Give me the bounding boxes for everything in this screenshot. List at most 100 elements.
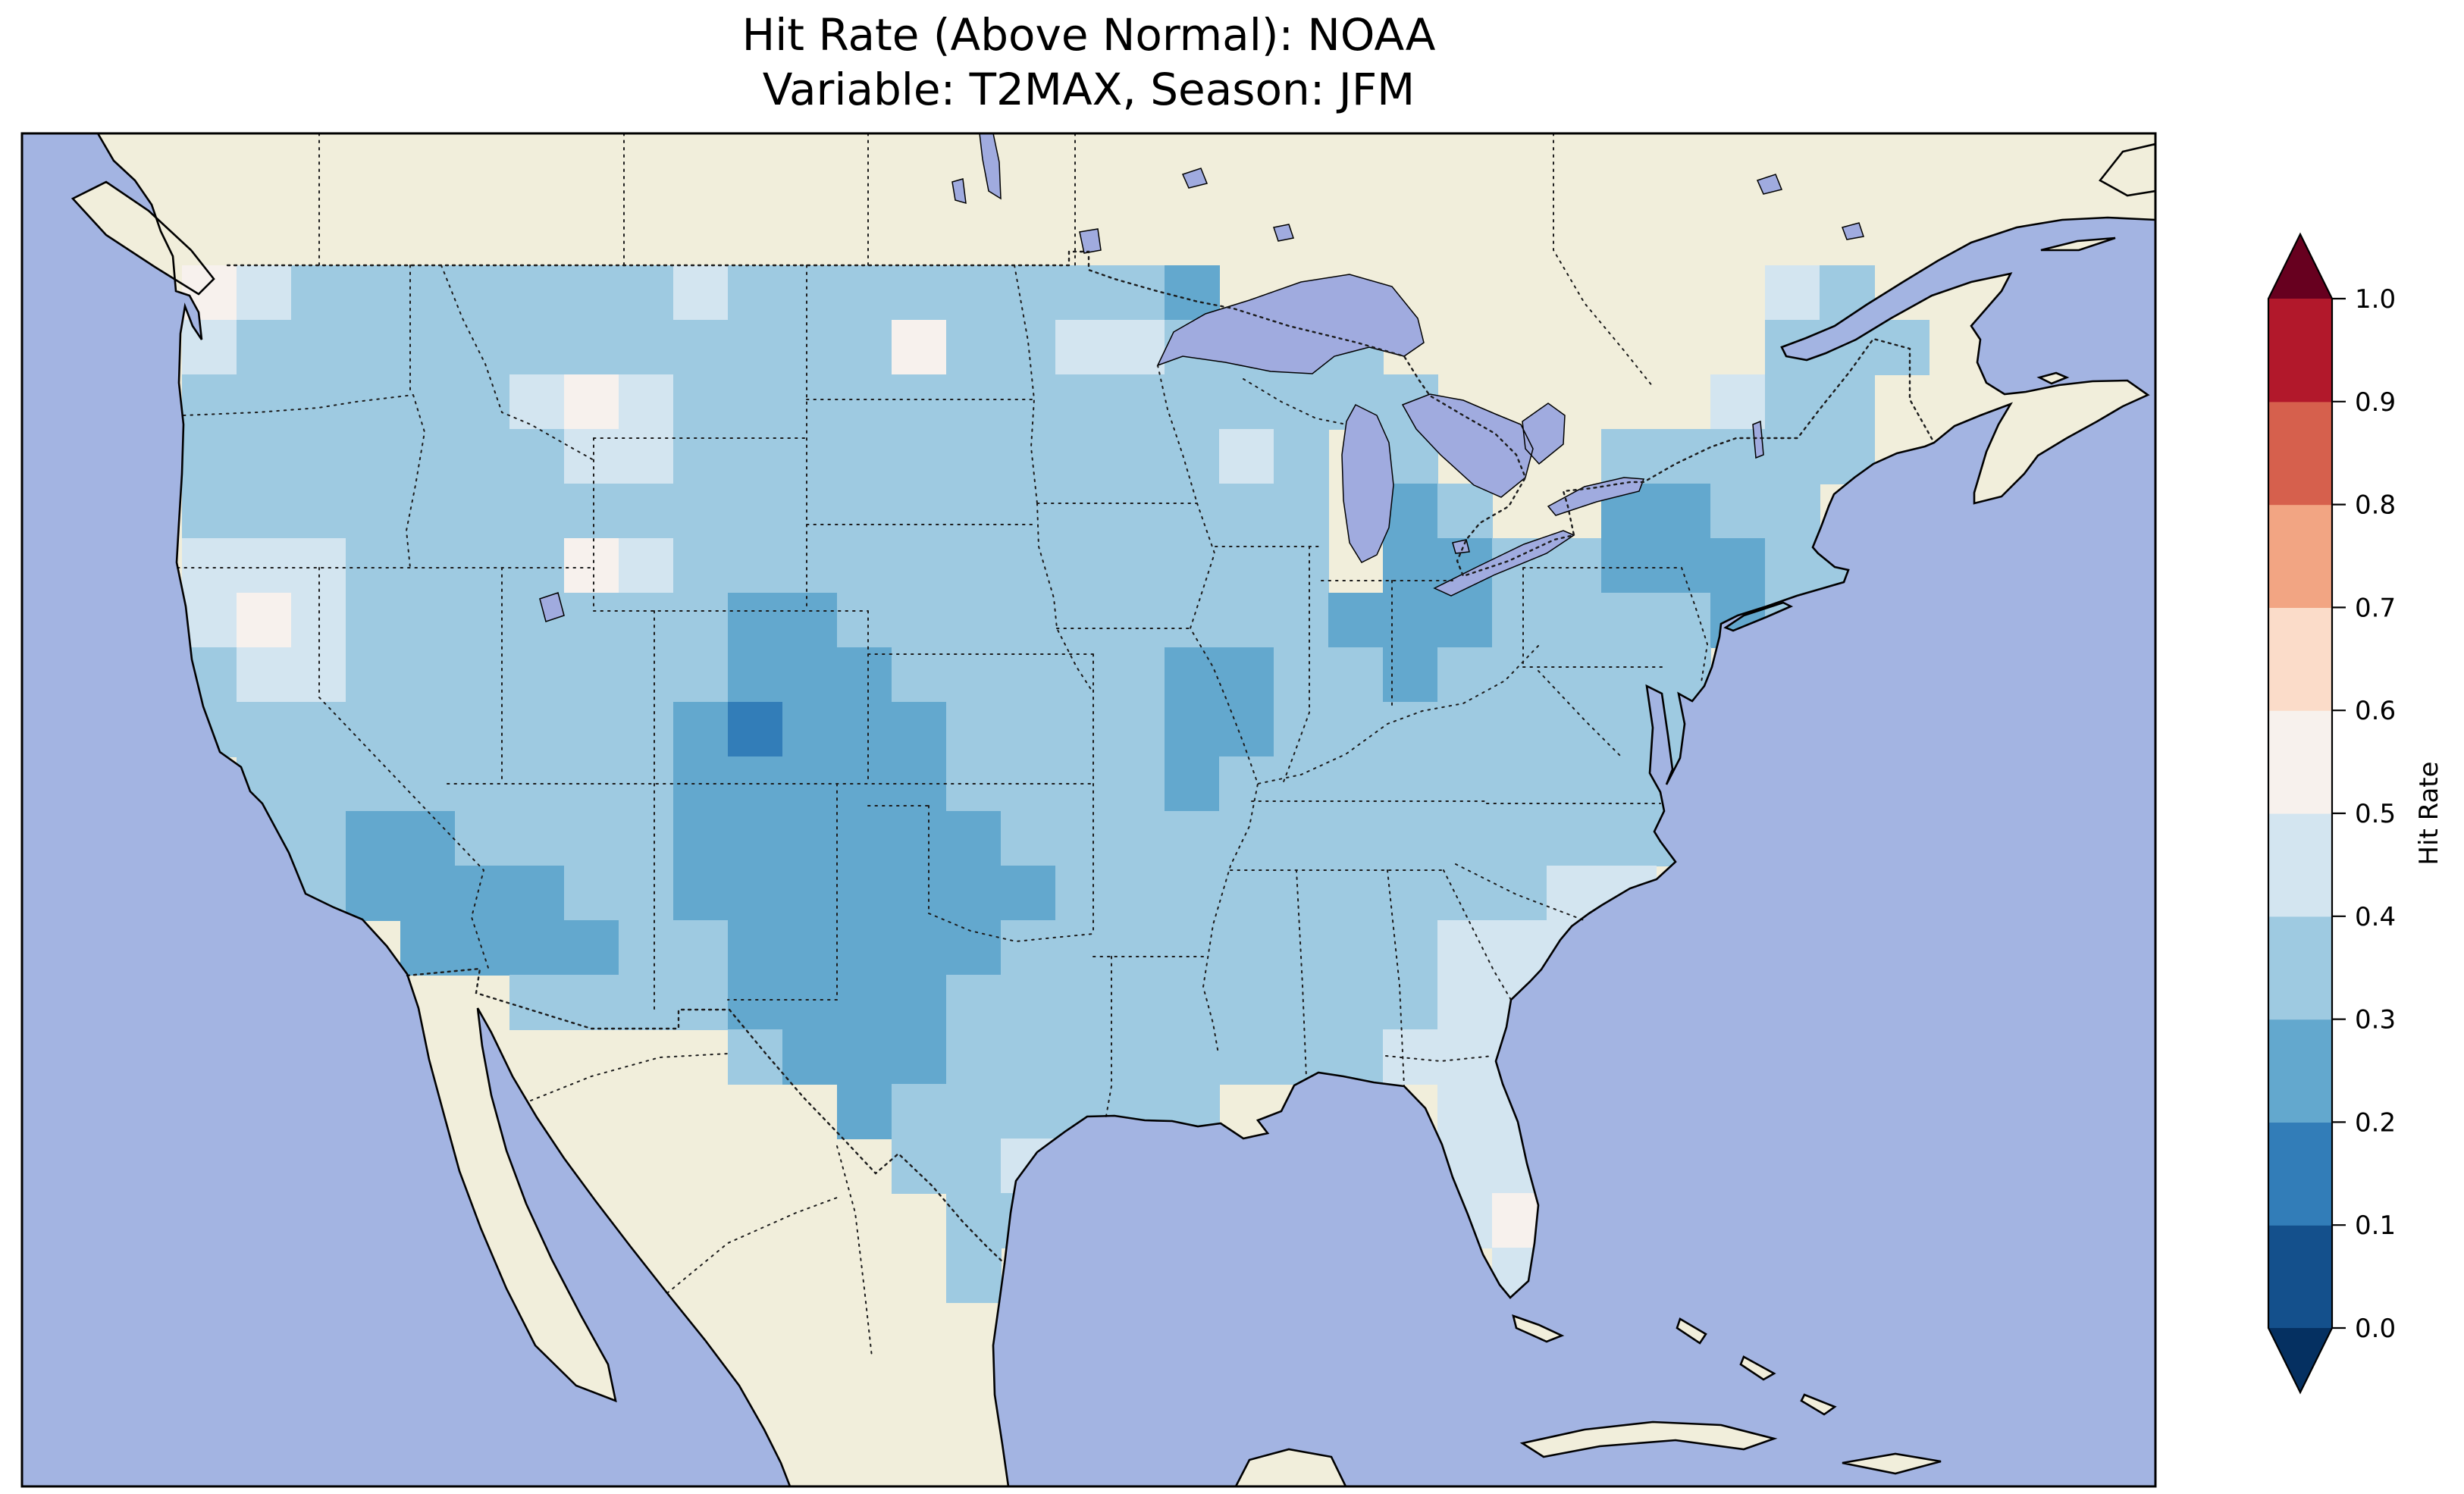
- colorbar-segment: [2268, 916, 2332, 1020]
- colorbar-tick-label: 0.9: [2355, 387, 2396, 418]
- hit-rate-cell: [1547, 811, 1602, 866]
- hit-rate-cell: [1601, 593, 1657, 648]
- hit-rate-cell: [564, 866, 619, 921]
- hit-rate-cell: [782, 702, 838, 757]
- hit-rate-cell: [673, 320, 729, 375]
- hit-rate-cell: [1219, 374, 1274, 430]
- hit-rate-cell: [1274, 702, 1329, 757]
- hit-rate-cell: [455, 647, 510, 703]
- hit-rate-cell: [1656, 593, 1711, 648]
- hit-rate-cell: [182, 538, 237, 594]
- hit-rate-cell: [400, 374, 456, 430]
- colorbar-extend-under: [2268, 1328, 2332, 1392]
- hit-rate-cell: [946, 866, 1002, 921]
- hit-rate-cell: [946, 702, 1002, 757]
- hit-rate-cell: [728, 975, 783, 1030]
- hit-rate-cell: [837, 265, 892, 321]
- hit-rate-cell: [619, 593, 674, 648]
- hit-rate-cell: [509, 647, 565, 703]
- hit-rate-cell: [346, 538, 401, 594]
- hit-rate-cell: [1437, 702, 1493, 757]
- colorbar-segment: [2268, 299, 2332, 402]
- hit-rate-cell: [1055, 429, 1111, 484]
- hit-rate-cell: [400, 429, 456, 484]
- hit-rate-cell: [455, 920, 510, 976]
- hit-rate-cell: [237, 320, 292, 375]
- hit-rate-cell: [673, 374, 729, 430]
- hit-rate-cell: [837, 920, 892, 976]
- hit-rate-cell: [1001, 811, 1056, 866]
- hit-rate-cell: [782, 647, 838, 703]
- hit-rate-cell: [892, 1084, 947, 1139]
- hit-rate-cell: [1001, 538, 1056, 594]
- hit-rate-cell: [237, 265, 292, 321]
- hit-rate-cell: [1055, 975, 1111, 1030]
- hit-rate-cell: [1547, 593, 1602, 648]
- hit-rate-cell: [837, 484, 892, 539]
- hit-rate-cell: [1001, 320, 1056, 375]
- hit-rate-cell: [509, 920, 565, 976]
- hit-rate-cell: [1055, 593, 1111, 648]
- hit-rate-cell: [1110, 593, 1165, 648]
- hit-rate-cell: [892, 866, 947, 921]
- hit-rate-cell: [182, 429, 237, 484]
- hit-rate-cell: [946, 1029, 1002, 1085]
- colorbar-tick-label: 0.0: [2355, 1314, 2396, 1344]
- hit-rate-cell: [782, 265, 838, 321]
- hit-rate-cell: [400, 920, 456, 976]
- colorbar-tick-label: 0.4: [2355, 902, 2396, 932]
- hit-rate-cell: [1274, 538, 1329, 594]
- hit-rate-cell: [1328, 593, 1384, 648]
- hit-rate-cell: [1110, 756, 1165, 812]
- hit-rate-cell: [1383, 647, 1438, 703]
- hit-rate-cell: [837, 320, 892, 375]
- hit-rate-cell: [1110, 866, 1165, 921]
- hit-rate-cell: [946, 538, 1002, 594]
- hit-rate-cell: [1110, 702, 1165, 757]
- hit-rate-cell: [1656, 429, 1711, 484]
- hit-rate-cell: [1328, 866, 1384, 921]
- hit-rate-cell: [1055, 811, 1111, 866]
- state-borders: [177, 133, 1709, 1358]
- hit-rate-cell: [346, 320, 401, 375]
- country-borders: [226, 250, 1936, 1265]
- hit-rate-cell: [1547, 647, 1602, 703]
- hit-rate-cell: [1165, 756, 1220, 812]
- hit-rate-cell: [1001, 374, 1056, 430]
- colorbar-segment: [2268, 607, 2332, 711]
- hit-rate-cell: [673, 811, 729, 866]
- hit-rate-cell: [892, 320, 947, 375]
- hit-rate-cell: [1765, 484, 1820, 539]
- hit-rate-cell: [619, 374, 674, 430]
- hit-rate-cell: [837, 374, 892, 430]
- hit-rate-cell: [892, 484, 947, 539]
- hit-rate-cell: [1328, 811, 1384, 866]
- hit-rate-cell: [1165, 647, 1220, 703]
- hit-rate-cell: [673, 975, 729, 1030]
- hit-rate-cell: [291, 811, 346, 866]
- hit-rate-cell: [1765, 265, 1820, 321]
- hit-rate-cell: [346, 593, 401, 648]
- hit-rate-cell: [1055, 320, 1111, 375]
- hit-rate-cell: [1165, 484, 1220, 539]
- hit-rate-cell: [728, 593, 783, 648]
- hit-rate-cell: [946, 1193, 1002, 1248]
- hit-rate-cell: [400, 702, 456, 757]
- hit-rate-cell: [509, 320, 565, 375]
- hit-rate-cell: [509, 538, 565, 594]
- hit-rate-cell: [782, 538, 838, 594]
- hit-rate-cell: [1274, 756, 1329, 812]
- hit-rate-cell: [1601, 756, 1657, 812]
- hit-rate-cell: [1765, 538, 1820, 594]
- hit-rate-cell: [1165, 920, 1220, 976]
- hit-rate-cell: [1437, 593, 1493, 648]
- hit-rate-cell: [837, 702, 892, 757]
- hit-rate-cell: [346, 265, 401, 321]
- hit-rate-cell: [564, 647, 619, 703]
- hit-rate-cell: [837, 811, 892, 866]
- colorbar-segment: [2268, 1225, 2332, 1329]
- hit-rate-cell: [892, 1029, 947, 1085]
- hit-rate-cell: [946, 1084, 1002, 1139]
- hit-rate-cell: [455, 374, 510, 430]
- hit-rate-cell: [1328, 702, 1384, 757]
